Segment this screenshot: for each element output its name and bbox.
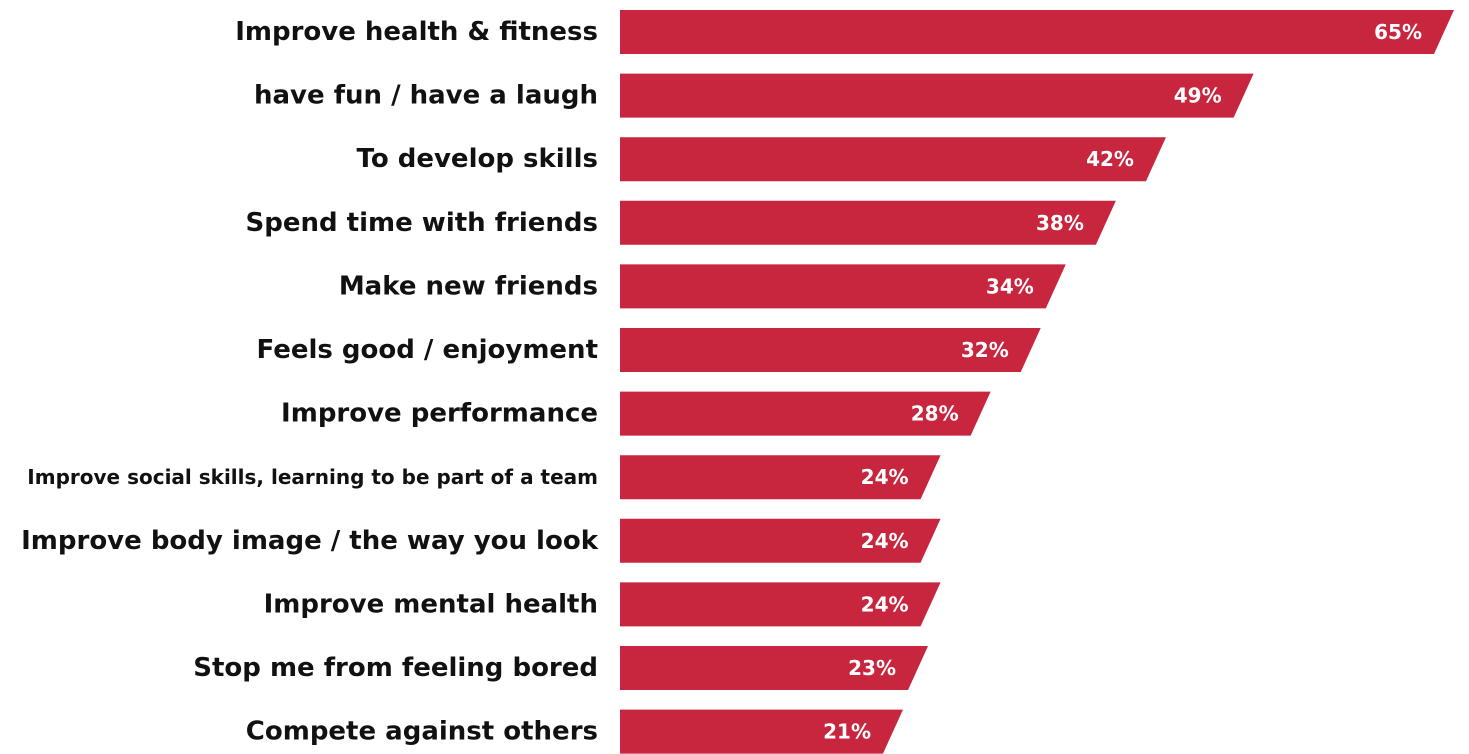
- value-label: 65%: [1374, 20, 1422, 44]
- value-label: 24%: [861, 592, 909, 616]
- category-label: Improve performance: [281, 399, 598, 429]
- category-label: Improve body image / the way you look: [21, 526, 599, 556]
- value-label: 32%: [961, 338, 1009, 362]
- category-label: Spend time with friends: [246, 208, 598, 238]
- category-label: To develop skills: [357, 144, 598, 174]
- bar: [620, 137, 1166, 181]
- category-label: Feels good / enjoyment: [257, 335, 599, 365]
- category-label: Compete against others: [246, 717, 598, 747]
- value-label: 24%: [861, 465, 909, 489]
- category-label: Make new friends: [339, 271, 598, 301]
- value-label: 28%: [911, 402, 959, 426]
- value-label: 23%: [848, 656, 896, 680]
- bar: [620, 74, 1254, 118]
- value-label: 34%: [986, 274, 1034, 298]
- category-label: Improve mental health: [264, 589, 598, 619]
- category-label: Stop me from feeling bored: [193, 653, 598, 683]
- value-label: 38%: [1036, 211, 1084, 235]
- category-label: Improve health & fitness: [235, 17, 598, 47]
- category-label: Improve social skills, learning to be pa…: [27, 465, 598, 489]
- value-label: 24%: [861, 529, 909, 553]
- bar: [620, 10, 1454, 54]
- category-label: have fun / have a laugh: [254, 81, 598, 111]
- value-label: 21%: [823, 720, 871, 744]
- value-label: 49%: [1174, 84, 1222, 108]
- value-label: 42%: [1086, 147, 1134, 171]
